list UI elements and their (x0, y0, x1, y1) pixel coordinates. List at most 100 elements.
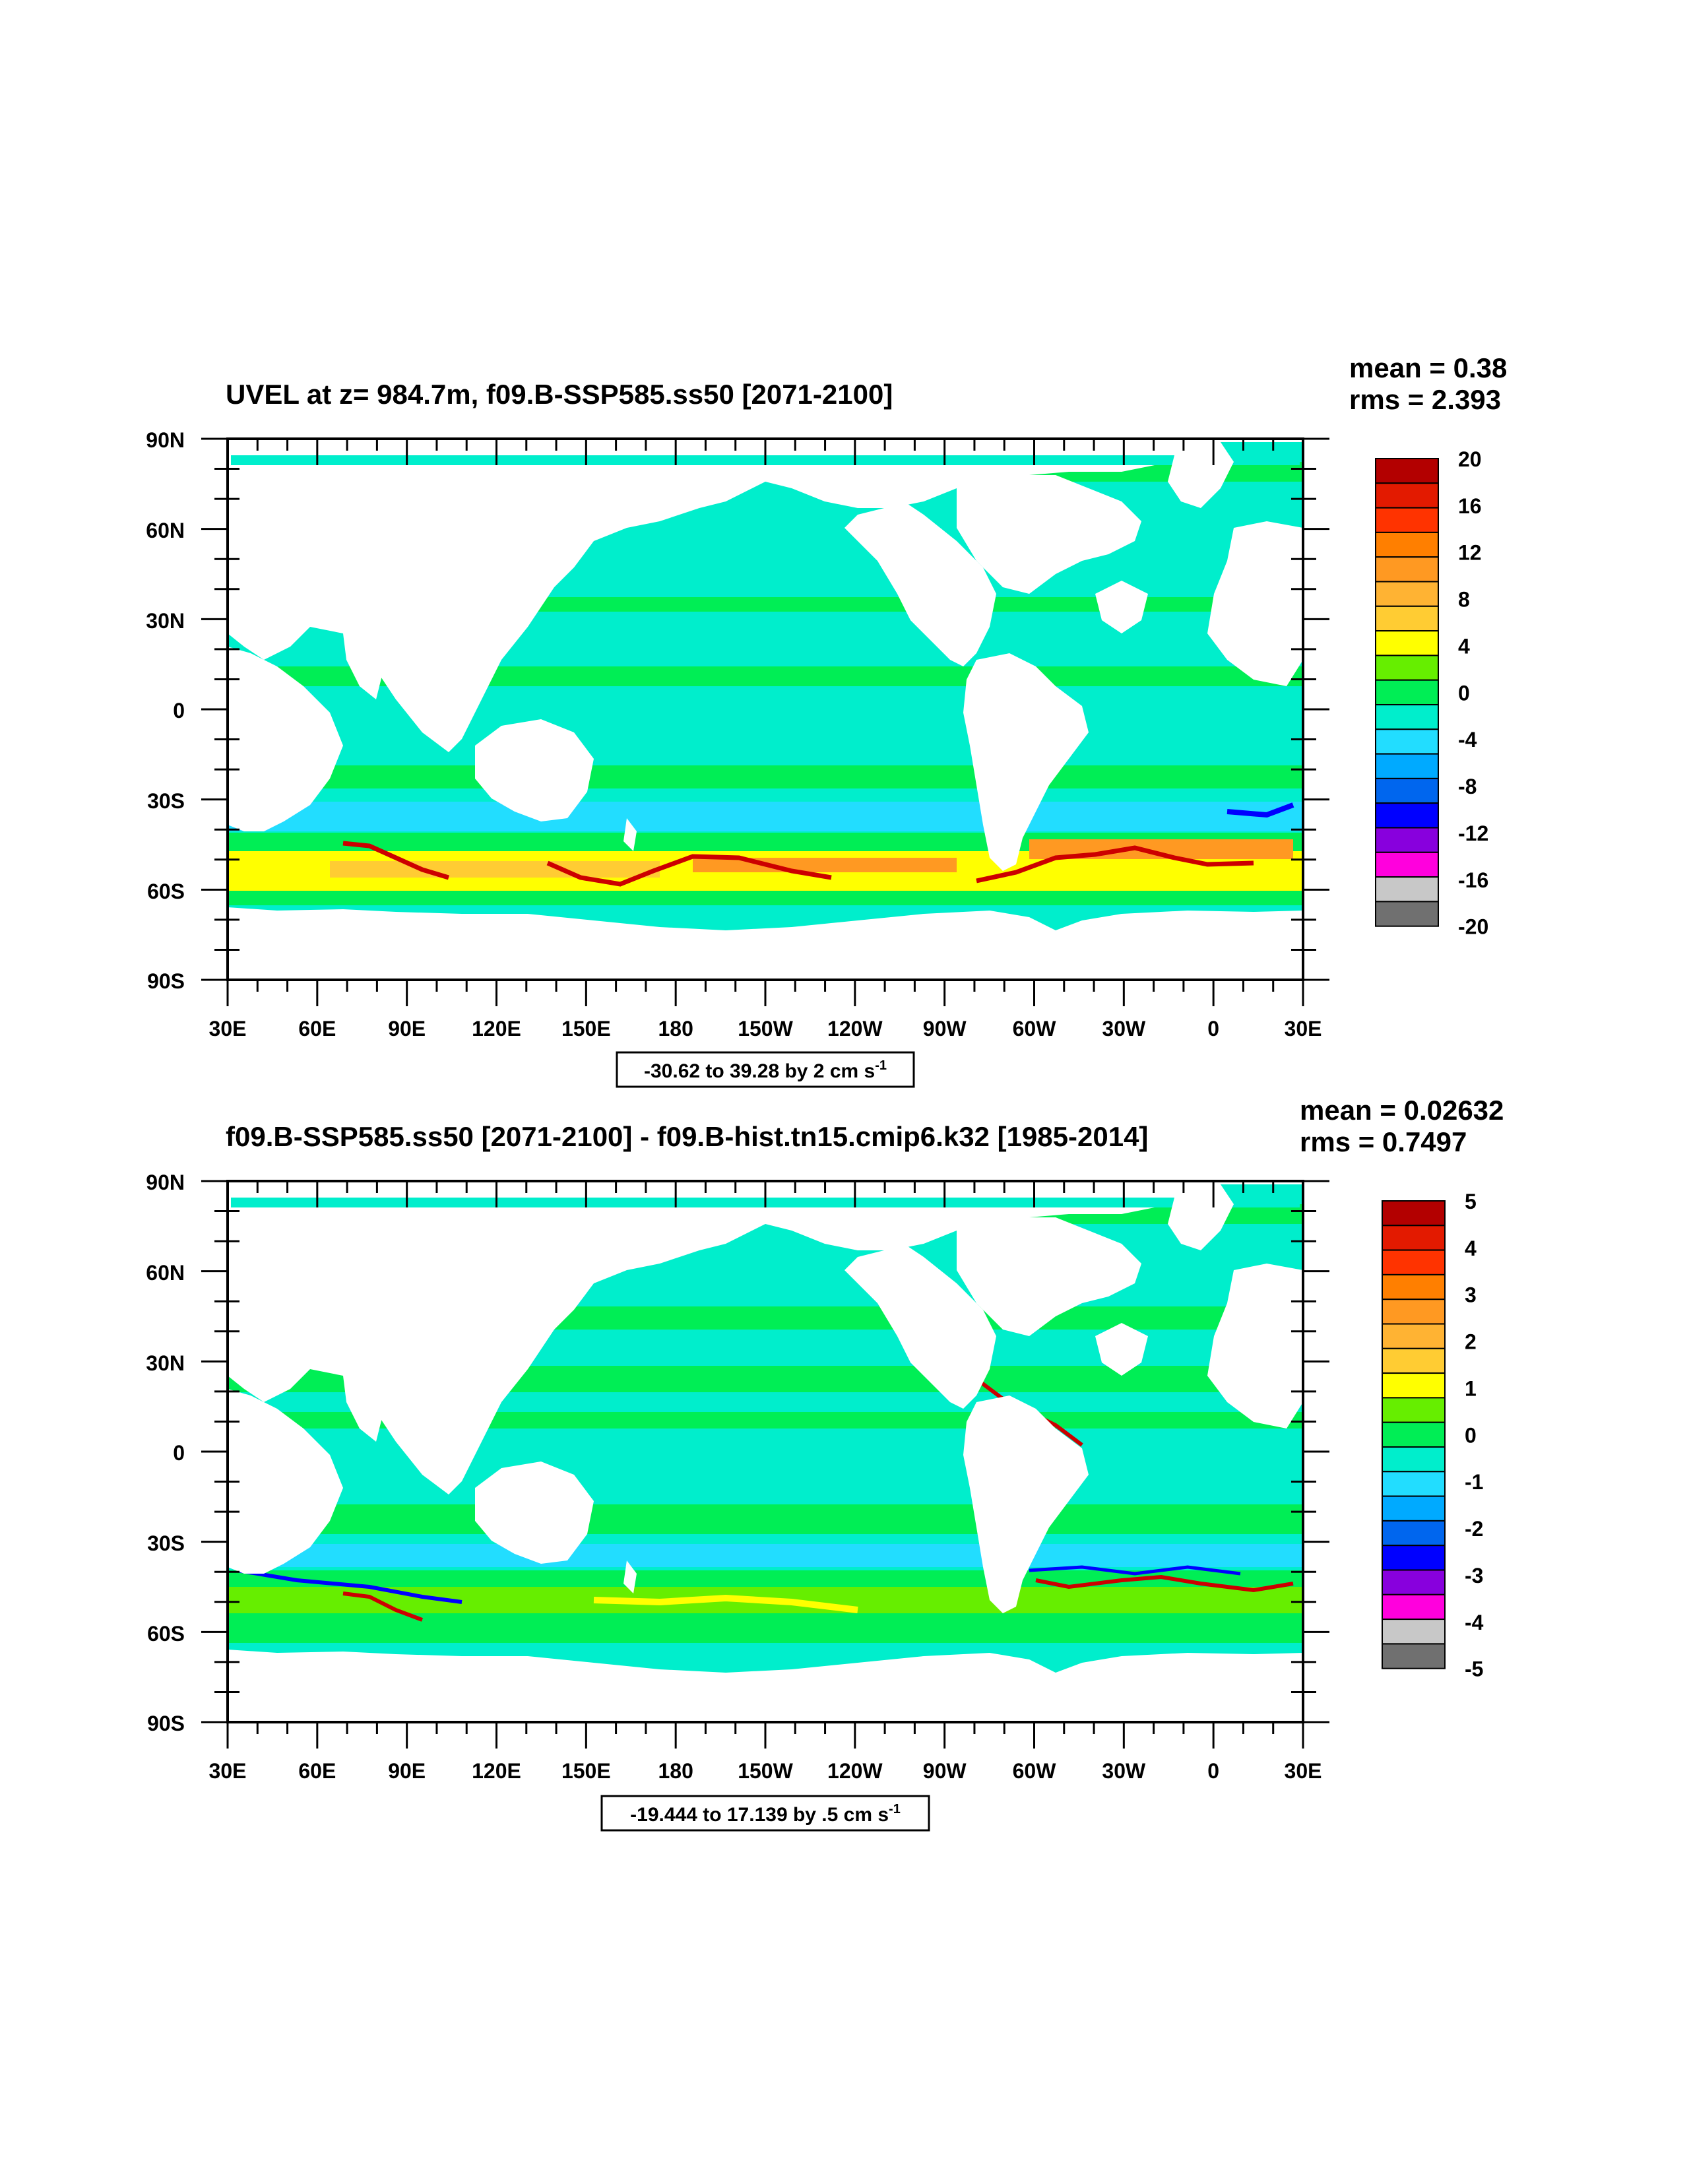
colorbar-box (1375, 728, 1439, 755)
colorbar-box (1375, 630, 1439, 657)
panel-bottom-mean: mean = 0.02632 (1300, 1095, 1504, 1126)
lon-label: 90E (388, 1759, 426, 1783)
lon-label: 90E (388, 1017, 426, 1041)
band-subtropic-s (228, 765, 1303, 788)
lat-label: 60N (146, 519, 185, 542)
panel-top: UVEL at z= 984.7m, f09.B-SSP585.ss50 [20… (146, 352, 1507, 1088)
acc-jet-3 (976, 845, 1254, 883)
panel-top-range-box (616, 1051, 915, 1088)
colorbar-label: -2 (1465, 1517, 1483, 1541)
lat-label: 90N (146, 428, 185, 452)
panel-bottom-map (228, 1181, 1303, 1722)
colorbar-box (1375, 655, 1439, 681)
colorbar-box (1375, 802, 1439, 829)
panel-bottom-title: f09.B-SSP585.ss50 [2071-2100] - f09.B-hi… (226, 1121, 1148, 1152)
colorbar-label: 4 (1458, 634, 1470, 658)
panel-bottom-range-box (600, 1795, 930, 1832)
colorbar-box (1382, 1397, 1446, 1423)
red-streak-1 (342, 1591, 424, 1622)
lat-label: 30N (146, 1351, 185, 1375)
colorbar-box (1382, 1225, 1446, 1251)
panel-top-colorbar: 20 16 12 8 4 0 -4 -8 -12 -16 -20 (1375, 447, 1488, 939)
colorbar-box (1382, 1471, 1446, 1497)
panel-bottom: f09.B-SSP585.ss50 [2071-2100] - f09.B-hi… (146, 1095, 1504, 1832)
colorbar-box (1382, 1299, 1446, 1325)
blue-streak-1 (237, 1568, 462, 1604)
colorbar-box (1375, 876, 1439, 903)
lon-label: 180 (658, 1017, 693, 1041)
colorbar-label: 16 (1458, 494, 1482, 518)
blue-streak-2 (1029, 1565, 1241, 1576)
lon-label: 90W (923, 1017, 967, 1041)
lat-label: 30S (147, 1531, 185, 1555)
panel-top-title: UVEL at z= 984.7m, f09.B-SSP585.ss50 [20… (226, 379, 893, 410)
colorbar-box (1375, 581, 1439, 607)
red-streak-2 (1035, 1574, 1294, 1593)
panel-top-ticks (201, 437, 1329, 1006)
panel-top-lat-labels: 90N 60N 30N 0 30S 60S 90S (146, 428, 185, 993)
colorbar-box (1375, 753, 1439, 779)
lon-label: 120W (827, 1017, 883, 1041)
colorbar-box (1382, 1446, 1446, 1473)
panel-bottom-lon-labels: 30E 60E 90E 120E 150E 180 150W 120W 90W 60W 30W 0 30… (209, 1759, 1322, 1783)
panel-bottom-range-label: -19.444 to 17.139 by .5 cm s-1 (630, 1802, 901, 1826)
lon-label: 0 (1207, 1017, 1219, 1041)
band-cyan-s (228, 1544, 1303, 1567)
acc-orange-1 (330, 861, 660, 878)
lon-label: 150W (738, 1759, 793, 1783)
panel-top-lon-labels: 30E 60E 90E 120E 150E 180 150W 120W 90W 60W 30W 0 30… (209, 1017, 1322, 1041)
lon-label: 30E (209, 1759, 247, 1783)
band-cyan-s (228, 802, 1303, 831)
lon-label: 30E (209, 1017, 247, 1041)
colorbar-box (1375, 704, 1439, 730)
panel-top-map (228, 439, 1303, 980)
lat-label: 30N (146, 609, 185, 633)
panel-top-range-label: -30.62 to 39.28 by 2 cm s-1 (644, 1058, 887, 1082)
colorbar-label: 5 (1465, 1190, 1477, 1213)
colorbar-box (1375, 482, 1439, 509)
lon-label: 60W (1013, 1759, 1057, 1783)
colorbar-label: -1 (1465, 1470, 1483, 1494)
colorbar-box (1375, 458, 1439, 484)
lon-label: 60W (1013, 1017, 1057, 1041)
lon-label: 150E (561, 1017, 611, 1041)
lon-label: 60E (298, 1759, 336, 1783)
colorbar-box (1382, 1520, 1446, 1547)
colorbar-label: -20 (1458, 915, 1488, 939)
lon-label: 30E (1285, 1017, 1322, 1041)
lon-label: 60E (298, 1017, 336, 1041)
lat-label: 0 (173, 1441, 185, 1465)
colorbar-box (1375, 901, 1439, 927)
lon-label: 0 (1207, 1759, 1219, 1783)
lat-label: 30S (147, 789, 185, 813)
acc-jet-1 (342, 841, 450, 880)
colorbar-box (1382, 1347, 1446, 1374)
colorbar-box (1382, 1545, 1446, 1571)
colorbar-label: 8 (1458, 588, 1470, 612)
colorbar-label: 2 (1465, 1330, 1477, 1354)
colorbar-box (1375, 827, 1439, 853)
acc-jet-2 (546, 854, 832, 887)
lon-label: 150W (738, 1017, 793, 1041)
panel-bottom-ticks (201, 1180, 1329, 1749)
lat-label: 0 (173, 699, 185, 723)
colorbar-box (1375, 679, 1439, 705)
colorbar-label: -4 (1458, 728, 1477, 752)
colorbar-label: -8 (1458, 775, 1477, 798)
colorbar-label: 3 (1465, 1283, 1477, 1307)
panel-top-mean: mean = 0.38 (1349, 352, 1507, 383)
colorbar-label: 0 (1458, 681, 1470, 705)
colorbar-label: -12 (1458, 821, 1488, 845)
colorbar-label: 0 (1465, 1423, 1477, 1447)
panel-bottom-colorbar: 5 4 3 2 1 0 -1 -2 -3 -4 -5 (1382, 1190, 1484, 1681)
panel-bottom-lat-labels: 90N 60N 30N 0 30S 60S 90S (146, 1171, 185, 1735)
land-mask (228, 439, 1303, 980)
lon-label: 30W (1102, 1759, 1146, 1783)
lon-label: 150E (561, 1759, 611, 1783)
colorbar-label: 20 (1458, 447, 1482, 471)
colorbar-label: -3 (1465, 1564, 1483, 1588)
colorbar-label: 12 (1458, 541, 1482, 565)
colorbar-box (1382, 1273, 1446, 1301)
yellow-streak (593, 1594, 858, 1613)
lon-label: 30W (1102, 1017, 1146, 1041)
